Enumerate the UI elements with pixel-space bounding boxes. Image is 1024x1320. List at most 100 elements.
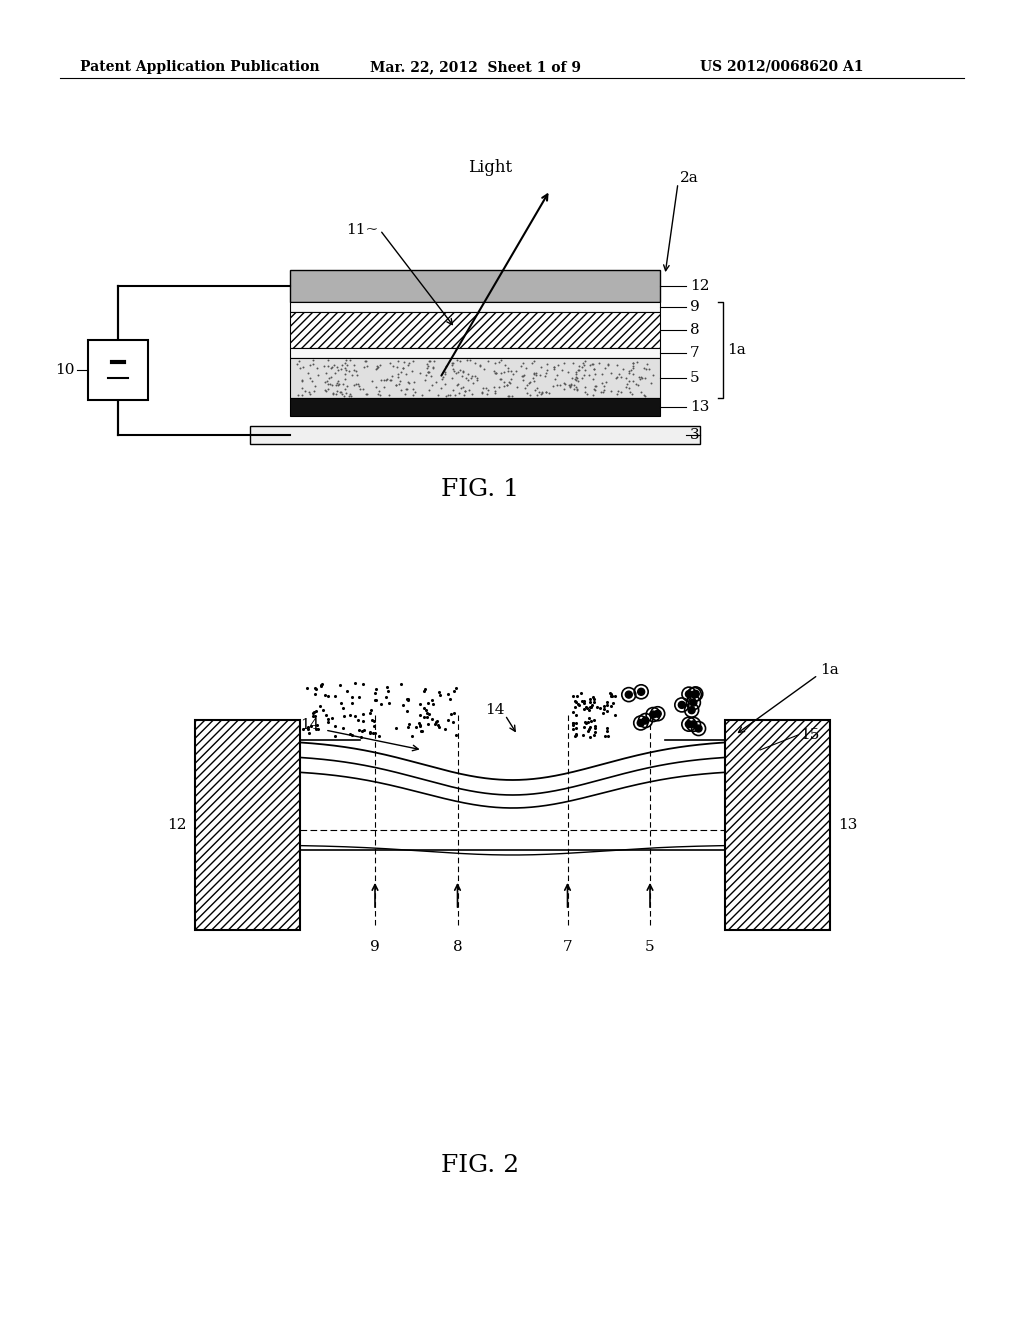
Point bbox=[333, 692, 349, 713]
Point bbox=[515, 366, 531, 387]
Point bbox=[629, 374, 645, 395]
Point bbox=[518, 375, 535, 396]
Point bbox=[467, 352, 483, 374]
Point bbox=[557, 374, 573, 395]
Point bbox=[336, 706, 352, 727]
Point bbox=[569, 367, 586, 388]
Point bbox=[636, 358, 652, 379]
Point bbox=[515, 364, 531, 385]
Point bbox=[609, 367, 626, 388]
Point bbox=[421, 351, 437, 372]
Point bbox=[319, 685, 336, 706]
Point bbox=[575, 690, 592, 711]
Point bbox=[594, 364, 610, 385]
Point bbox=[456, 384, 472, 405]
Point bbox=[534, 356, 550, 378]
Point bbox=[514, 352, 530, 374]
Point bbox=[531, 381, 548, 403]
Point bbox=[528, 363, 545, 384]
Point bbox=[582, 689, 598, 710]
Point bbox=[400, 371, 417, 392]
Point bbox=[612, 381, 629, 403]
Point bbox=[420, 362, 436, 383]
Point bbox=[368, 359, 384, 380]
Point bbox=[617, 367, 634, 388]
Point bbox=[322, 374, 338, 395]
Point bbox=[418, 364, 434, 385]
Point bbox=[436, 362, 453, 383]
Point bbox=[395, 358, 412, 379]
Point bbox=[455, 360, 471, 381]
Text: 9: 9 bbox=[370, 940, 380, 954]
Point bbox=[564, 718, 581, 739]
Point bbox=[592, 697, 608, 718]
Point bbox=[426, 714, 442, 735]
Point bbox=[399, 355, 416, 376]
Point bbox=[388, 375, 404, 396]
Point bbox=[445, 360, 462, 381]
Point bbox=[412, 705, 428, 726]
Point bbox=[486, 360, 503, 381]
Point bbox=[599, 701, 615, 722]
Point bbox=[625, 363, 641, 384]
Point bbox=[426, 350, 442, 371]
Point bbox=[411, 713, 427, 734]
Point bbox=[315, 355, 332, 376]
Point bbox=[325, 383, 341, 404]
Point bbox=[372, 355, 388, 376]
Point bbox=[517, 358, 534, 379]
Point bbox=[505, 363, 521, 384]
Point bbox=[305, 350, 322, 371]
Point bbox=[344, 364, 360, 385]
Point bbox=[346, 374, 362, 395]
Point bbox=[584, 354, 600, 375]
Point bbox=[575, 352, 592, 374]
Point bbox=[350, 374, 367, 395]
Point bbox=[488, 362, 505, 383]
Point bbox=[584, 710, 600, 731]
Text: 3: 3 bbox=[690, 428, 699, 442]
Point bbox=[302, 355, 318, 376]
Point bbox=[401, 352, 418, 374]
Point bbox=[378, 370, 394, 391]
Point bbox=[595, 702, 611, 723]
Point bbox=[634, 367, 650, 388]
Point bbox=[428, 371, 444, 392]
Point bbox=[295, 356, 311, 378]
Point bbox=[529, 378, 546, 399]
Point bbox=[333, 381, 349, 403]
Point bbox=[570, 355, 587, 376]
Point bbox=[567, 368, 584, 389]
Point bbox=[640, 359, 656, 380]
Point bbox=[368, 376, 384, 397]
Text: 8: 8 bbox=[453, 940, 462, 954]
Point bbox=[570, 360, 587, 381]
Point bbox=[500, 385, 516, 407]
Point bbox=[292, 358, 308, 379]
Point bbox=[305, 706, 322, 727]
Point bbox=[478, 378, 495, 399]
Point bbox=[546, 356, 562, 378]
Point bbox=[444, 355, 461, 376]
Point bbox=[449, 374, 465, 395]
Point bbox=[452, 350, 468, 371]
Point bbox=[321, 378, 337, 399]
Bar bbox=[290, 302, 660, 312]
Point bbox=[309, 358, 326, 379]
Point bbox=[301, 381, 317, 403]
Point bbox=[441, 689, 458, 710]
Point bbox=[414, 384, 430, 405]
Point bbox=[586, 359, 602, 380]
Point bbox=[455, 376, 471, 397]
Point bbox=[621, 378, 637, 399]
Point bbox=[549, 375, 565, 396]
Point bbox=[347, 706, 364, 727]
Point bbox=[490, 351, 507, 372]
Point bbox=[569, 371, 586, 392]
Text: 5: 5 bbox=[645, 940, 654, 954]
Point bbox=[581, 700, 597, 721]
Point bbox=[568, 718, 585, 739]
Point bbox=[583, 696, 599, 717]
Point bbox=[339, 376, 355, 397]
Point bbox=[490, 376, 507, 397]
